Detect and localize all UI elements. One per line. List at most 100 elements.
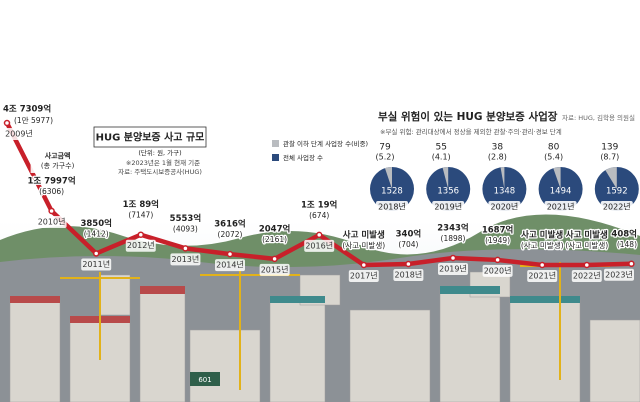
total-label: 1528: [381, 187, 403, 197]
year-box: [215, 259, 245, 272]
value-label: 38: [492, 143, 504, 153]
households-label: (사고 미발생): [521, 240, 564, 250]
households-label: (1949): [485, 236, 510, 245]
amount-label: 3850억: [80, 218, 111, 229]
x-tick-label: 2011년: [82, 259, 110, 269]
point: [137, 231, 145, 238]
total-label: 1356: [437, 187, 459, 197]
point: [360, 261, 368, 269]
year-box: [36, 215, 67, 228]
share-label: (5.2): [376, 153, 395, 162]
year-box: [170, 253, 201, 266]
year-box: [571, 270, 602, 282]
amount-label: 1조 7997억: [28, 175, 76, 186]
households-label: (사고 미발생): [565, 240, 608, 250]
x-tick-label: 2023년: [605, 269, 633, 279]
legend-label: 사고금액: [45, 151, 71, 160]
year-box: [4, 128, 34, 140]
x-tick-label: 2012년: [127, 240, 155, 250]
year-box: [488, 201, 521, 213]
point: [3, 119, 11, 127]
point: [583, 261, 591, 269]
value-label: 79: [379, 143, 391, 153]
amount-label: 4조 7309억: [3, 104, 51, 115]
households-label: (704): [398, 240, 418, 249]
amount-label: 1조 89억: [123, 199, 159, 210]
chart-title: 부실 위험이 있는 HUG 분양보증 사업장: [378, 110, 558, 123]
legend-label: 전체 사업장 수: [283, 153, 323, 162]
year-box: [376, 201, 408, 213]
share-label: (2.8): [488, 153, 507, 162]
year-box: [81, 258, 112, 271]
households-label: (사고 미발생): [342, 240, 385, 250]
x-tick-label: 2020년: [484, 265, 512, 275]
households-label: (4093): [173, 224, 198, 233]
x-tick-label: 2019년: [434, 202, 462, 212]
x-tick-label: 2014년: [216, 260, 244, 270]
x-tick-label: 2016년: [305, 240, 333, 250]
x-tick-label: 2022년: [603, 202, 631, 212]
line-chart-header: HUG 분양보증 사고 규모 (단위: 원, 가구) ※2023년은 1월 현재…: [93, 126, 207, 176]
year-box: [259, 263, 290, 276]
share-label: (8.7): [600, 153, 619, 162]
year-box: [348, 270, 379, 282]
pie-slice: [442, 167, 449, 189]
point: [182, 245, 189, 252]
legend-label: (총 가구수): [41, 161, 75, 170]
point: [271, 255, 278, 263]
amount-label: 1조 19억: [301, 199, 337, 210]
chart-subtitle: (단위: 원, 가구): [138, 148, 181, 157]
value-label: 139: [601, 143, 618, 153]
x-tick-label: 2015년: [261, 264, 289, 274]
total-label: 1348: [494, 187, 516, 197]
x-tick-label: 2020년: [491, 202, 519, 212]
share-label: (5.4): [544, 153, 563, 162]
pie-slice: [500, 167, 505, 189]
x-tick-label: 2021년: [528, 271, 556, 281]
amount-label: 2047억: [259, 223, 290, 234]
point: [628, 260, 635, 268]
households-label: (2072): [218, 230, 243, 239]
amount-label: 5553억: [170, 213, 201, 224]
x-tick-label: 2017년: [350, 271, 378, 281]
legend-box: [30, 148, 85, 173]
x-tick-label: 2010년: [38, 216, 66, 226]
amount-label: 사고 미발생: [343, 230, 385, 241]
year-box: [482, 264, 513, 277]
amount-label: 340억: [396, 228, 422, 239]
households-label: (2161): [262, 235, 287, 244]
pie-total: [482, 167, 527, 211]
point: [315, 231, 323, 239]
year-box: [527, 270, 558, 282]
pie-slice: [384, 167, 392, 189]
amount-label: 2343억: [437, 222, 468, 233]
x-tick-label: 2018년: [378, 202, 406, 212]
households-label: (1898): [441, 234, 466, 243]
households-label: (1412): [84, 229, 109, 238]
year-box: [600, 201, 633, 213]
households-label: (6306): [39, 187, 64, 196]
amount-label: 사고 미발생: [521, 230, 563, 241]
amount-label: 사고 미발생: [566, 230, 608, 241]
amount-label: 408억: [611, 228, 637, 239]
point: [405, 260, 412, 268]
point: [226, 250, 234, 258]
legend-swatch: [272, 154, 279, 161]
legend-swatch: [272, 140, 279, 147]
value-label: 80: [548, 143, 560, 153]
pie-header: 부실 위험이 있는 HUG 분양보증 사업장 자료: HUG, 김학용 의원실 …: [378, 110, 635, 136]
legend-label: 관찰 이하 단계 사업장 수(비중): [283, 139, 368, 148]
x-tick-label: 2022년: [573, 271, 601, 281]
total-label: 1494: [550, 187, 572, 197]
pie-slice: [605, 167, 617, 189]
photo-text: 601: [198, 376, 211, 384]
year-box: [604, 268, 634, 281]
year-box: [438, 262, 468, 275]
households-label: (7147): [128, 211, 153, 220]
point: [494, 256, 501, 264]
year-box: [304, 239, 335, 252]
note: 자료: 주택도시보증공사(HUG): [118, 167, 202, 176]
point: [538, 261, 546, 269]
